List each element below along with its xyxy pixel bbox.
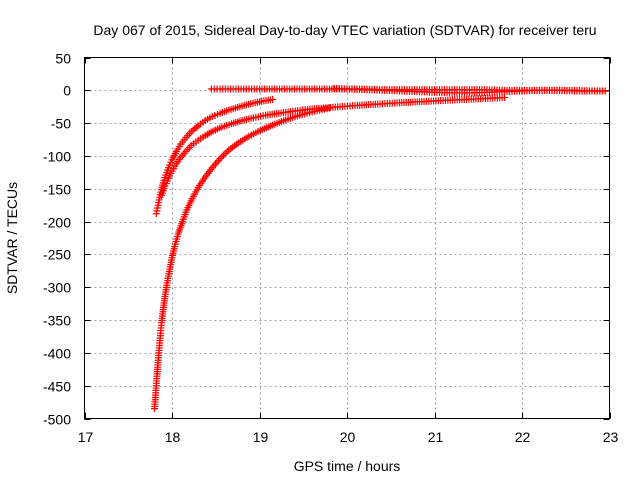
data-point-arc-2 (167, 169, 175, 177)
data-point-arc-1 (186, 130, 193, 138)
data-point-arc-1 (240, 101, 248, 109)
data-point-arc-3 (168, 256, 176, 264)
y-tick-label: -200 (43, 215, 71, 231)
data-point-arc-1 (193, 123, 200, 131)
y-tick-label: -250 (43, 247, 71, 263)
plot-frame (84, 57, 610, 419)
data-point-arc-3 (165, 270, 173, 278)
x-tick-label: 23 (603, 429, 619, 445)
y-tick-label: -150 (43, 182, 71, 198)
data-point-arc-1 (199, 118, 207, 126)
data-point-arc-3 (200, 175, 208, 183)
data-point-arc-1 (206, 114, 214, 122)
data-point-arc-2 (259, 112, 267, 120)
data-point-arc-1 (266, 96, 274, 104)
data-point-arc-2 (216, 124, 224, 132)
data-point-arc-3 (193, 186, 201, 194)
data-point-arc-1 (249, 99, 257, 107)
axis-layer: 50 0 -50 -100 -150 -200 -250 -300 -350 -400 -450 -5… (43, 51, 619, 446)
data-point-arc-2 (207, 128, 215, 136)
data-point-arc-1 (214, 110, 221, 118)
data-point-arc-3 (182, 208, 190, 216)
data-point-arc-3 (178, 220, 186, 228)
y-tick-label: -450 (43, 379, 71, 395)
x-axis-label: GPS time / hours (294, 458, 401, 474)
data-marks (151, 84, 609, 413)
data-point-arc-2 (247, 114, 255, 122)
data-point-arc-3 (161, 295, 169, 303)
y-tick-label: -50 (51, 116, 71, 132)
y-axis-label: SDTVAR / TECUs (4, 182, 20, 294)
data-point-arc-2 (225, 121, 233, 129)
data-point-arc-2 (186, 143, 193, 151)
data-point-arc-3 (173, 233, 181, 241)
x-tick-label: 18 (165, 429, 181, 445)
data-point-arc-2 (236, 117, 244, 125)
data-point-arc-3 (254, 128, 262, 136)
x-tick-label: 19 (253, 429, 269, 445)
data-point-arc-3 (243, 134, 251, 142)
data-point-arc-1 (223, 107, 231, 115)
data-point-arc-1 (155, 196, 163, 204)
data-point-arc-2 (180, 149, 188, 157)
data-point-arc-2 (175, 155, 183, 163)
data-point-arc-2 (273, 110, 281, 118)
y-tick-label: -350 (43, 313, 71, 329)
data-point-arc-1 (180, 136, 188, 144)
x-tick-label: 22 (515, 429, 531, 445)
x-tick-label: 21 (428, 429, 444, 445)
y-tick-label: -500 (43, 412, 71, 428)
data-point-arc-1 (175, 143, 183, 151)
data-point-arc-1 (231, 104, 239, 112)
y-tick-label: -300 (43, 280, 71, 296)
data-point-arc-1 (153, 204, 161, 212)
data-point-arc-2 (163, 177, 171, 185)
data-point-arc-3 (170, 245, 178, 253)
data-point-arc-3 (308, 108, 316, 116)
data-point-arc-2 (192, 138, 200, 146)
y-tick-label: -400 (43, 346, 71, 362)
y-tick-label: -100 (43, 149, 71, 165)
data-point-arc-3 (223, 148, 231, 156)
data-point-arc-3 (215, 156, 223, 164)
data-point-arc-2 (160, 184, 168, 192)
data-point-arc-3 (207, 166, 215, 174)
y-tick-label: 50 (55, 51, 71, 67)
data-point-arc-2 (498, 94, 506, 102)
data-point-arc-1 (164, 166, 172, 174)
data-point-arc-3 (280, 117, 288, 125)
data-point-arc-3 (323, 105, 331, 113)
data-point-arc-1 (258, 97, 266, 105)
data-point-arc-1 (167, 159, 175, 167)
x-tick-label: 17 (78, 429, 94, 445)
data-point-arc-3 (293, 112, 301, 120)
chart-title: Day 067 of 2015, Sidereal Day-to-day VTE… (93, 22, 596, 38)
data-point-arc-3 (233, 140, 241, 148)
data-point-arc-2 (171, 162, 179, 170)
data-point-arc-3 (187, 197, 195, 205)
data-point-arc-2 (286, 108, 294, 116)
x-tick-label: 20 (340, 429, 356, 445)
data-point-arc-2 (199, 133, 207, 141)
data-point-arc-3 (162, 283, 170, 291)
y-tick-label: 0 (63, 83, 71, 99)
data-point-arc-1 (171, 149, 179, 157)
data-point-arc-5 (599, 87, 606, 95)
data-point-arc-3 (267, 122, 275, 130)
